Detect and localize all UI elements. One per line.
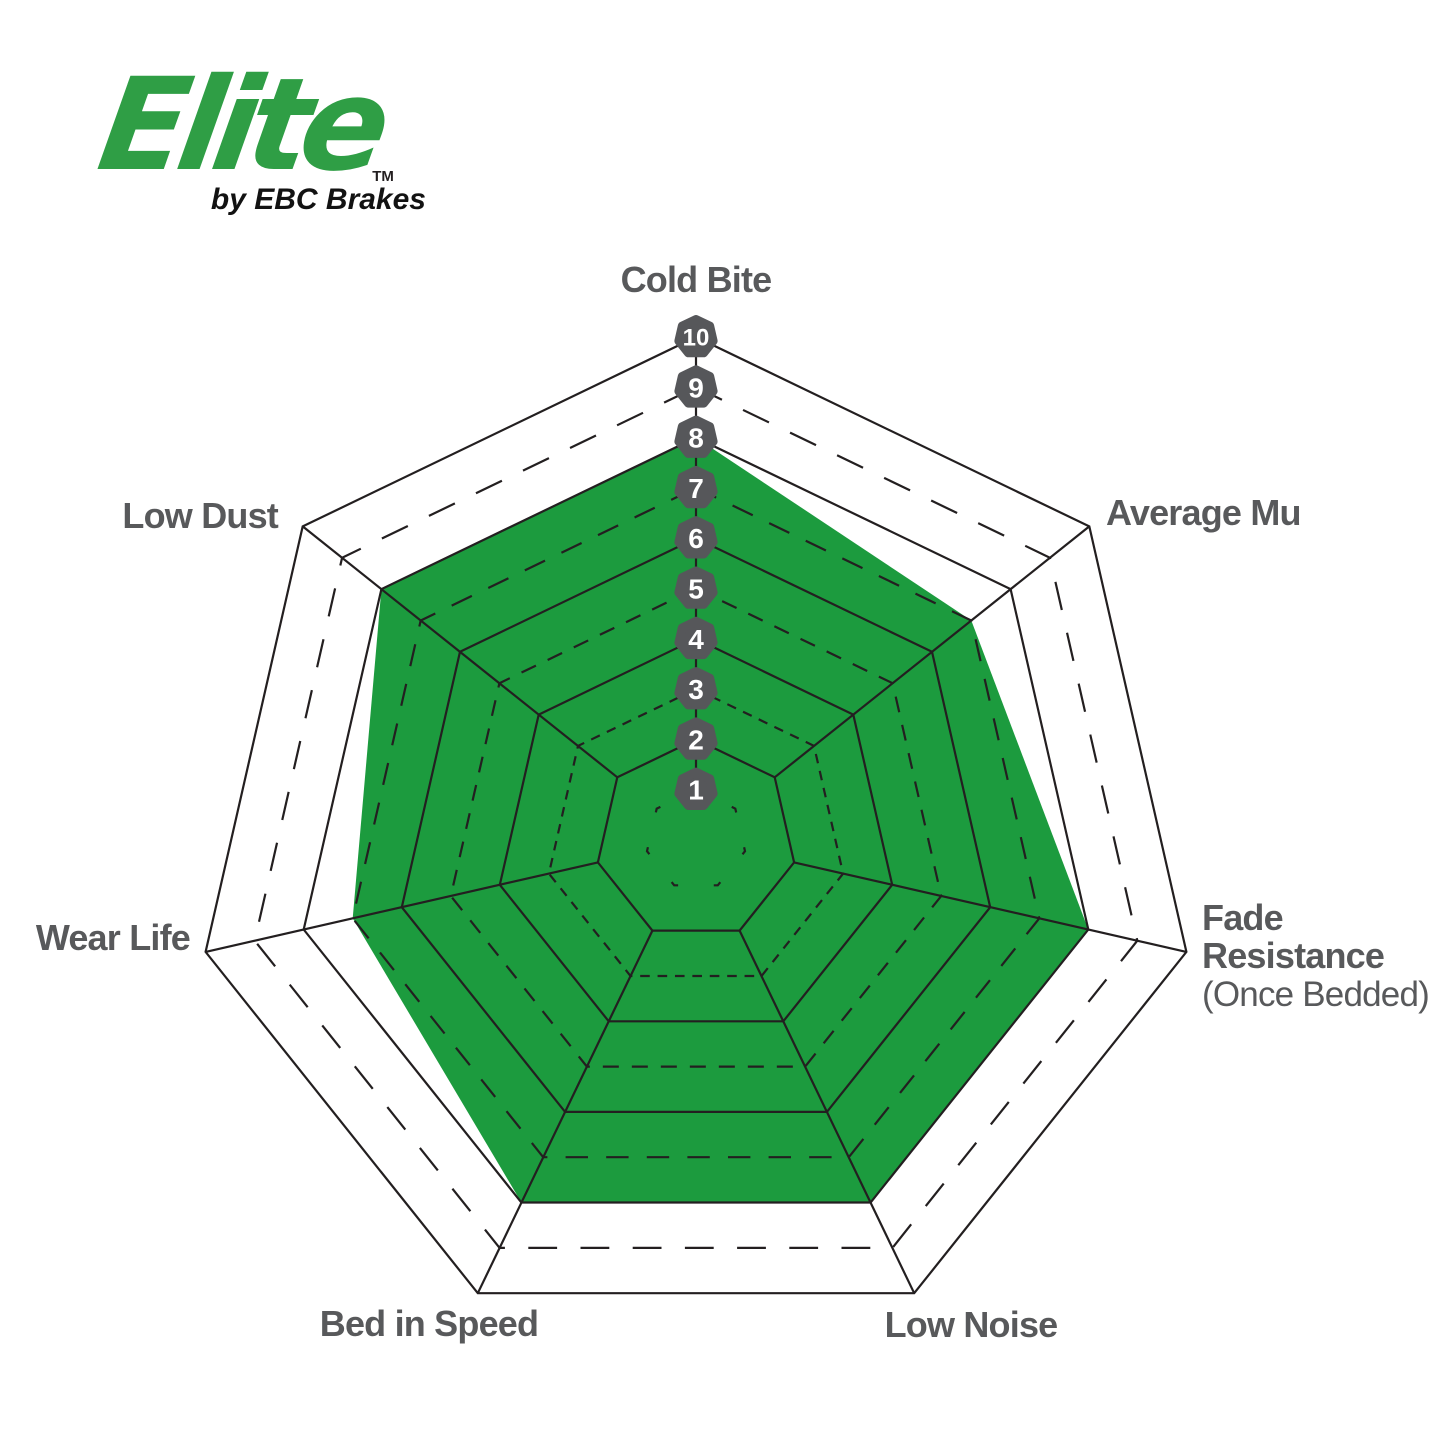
scale-badges: 1 2 3 4 5 6 7 8 9 10 xyxy=(674,315,718,810)
scale-badge-2: 2 xyxy=(674,717,718,760)
axis-label-bed-in-speed: Bed in Speed xyxy=(320,1303,538,1344)
scale-badge-number: 2 xyxy=(688,724,704,755)
scale-badge-number: 7 xyxy=(688,473,704,504)
axis-label-wear-life: Wear Life xyxy=(36,917,190,958)
grid-ring-8 xyxy=(302,436,1090,1204)
badge-heptagon xyxy=(674,465,718,509)
axis-spoke-low-dust xyxy=(302,525,618,779)
grid-ring-3 xyxy=(547,687,845,978)
axis-label-fade-resistance-line1: Fade xyxy=(1202,897,1283,938)
brand-byline: by EBC Brakes xyxy=(210,183,426,217)
grid-ring-9 xyxy=(253,386,1139,1250)
trademark-symbol: TM xyxy=(372,168,394,185)
axis-label-average-mu: Average Mu xyxy=(1106,492,1301,533)
grid-ring-5 xyxy=(449,587,943,1068)
rating-area xyxy=(352,437,1089,1203)
badge-heptagon xyxy=(674,566,718,609)
scale-badge-number: 5 xyxy=(688,574,704,605)
rating-polygon xyxy=(352,437,1089,1203)
grid-ring-4 xyxy=(498,637,894,1023)
scale-badge-1: 1 xyxy=(674,767,718,810)
axis-spokes xyxy=(205,337,1187,1294)
badge-heptagon xyxy=(674,516,718,559)
scale-badge-number: 9 xyxy=(688,372,704,403)
scale-badge-7: 7 xyxy=(674,465,718,509)
scale-badge-5: 5 xyxy=(674,566,718,609)
brand-name: Elite xyxy=(89,51,392,200)
badge-heptagon xyxy=(674,415,718,458)
scale-badge-number: 6 xyxy=(688,523,704,554)
axis-spoke-bed-in-speed xyxy=(476,930,654,1294)
grid-ring-7 xyxy=(351,486,1041,1159)
badge-heptagon xyxy=(674,365,718,408)
scale-badge-number: 1 xyxy=(688,775,704,806)
axis-spoke-average-mu xyxy=(774,525,1090,779)
scale-badge-4: 4 xyxy=(674,616,718,660)
axis-label-low-dust: Low Dust xyxy=(122,495,278,536)
scale-badge-6: 6 xyxy=(674,516,718,559)
grid-ring-10 xyxy=(204,335,1188,1295)
badge-heptagon xyxy=(674,767,718,810)
scale-badge-10: 10 xyxy=(674,315,718,358)
axis-label-fade-resistance-line2: Resistance xyxy=(1202,935,1384,976)
brand-logo: EliteTM by EBC Brakes xyxy=(89,51,430,217)
scale-badge-number: 3 xyxy=(688,674,704,705)
axis-spoke-wear-life xyxy=(205,861,599,953)
grid-ring-2 xyxy=(596,738,796,932)
scale-badge-8: 8 xyxy=(674,415,718,458)
badge-heptagon xyxy=(674,315,718,358)
scale-badge-3: 3 xyxy=(674,667,718,710)
axis-sublabel-fade-resistance: (Once Bedded) xyxy=(1202,975,1429,1014)
scale-badge-number: 8 xyxy=(688,423,704,454)
axis-spoke-low-noise xyxy=(738,930,916,1294)
scale-badge-number: 10 xyxy=(683,325,710,352)
scale-badge-9: 9 xyxy=(674,365,718,408)
axis-label-low-noise: Low Noise xyxy=(885,1304,1058,1345)
axis-label-cold-bite: Cold Bite xyxy=(621,259,772,300)
brand-row: EliteTM xyxy=(89,51,430,200)
badge-heptagon xyxy=(674,616,718,660)
badge-heptagon xyxy=(674,717,718,760)
scale-badge-number: 4 xyxy=(688,624,704,655)
grid-rings xyxy=(204,335,1188,1295)
axis-spoke-fade-resistance xyxy=(793,861,1187,953)
badge-heptagon xyxy=(674,667,718,710)
grid-ring-6 xyxy=(400,536,992,1114)
